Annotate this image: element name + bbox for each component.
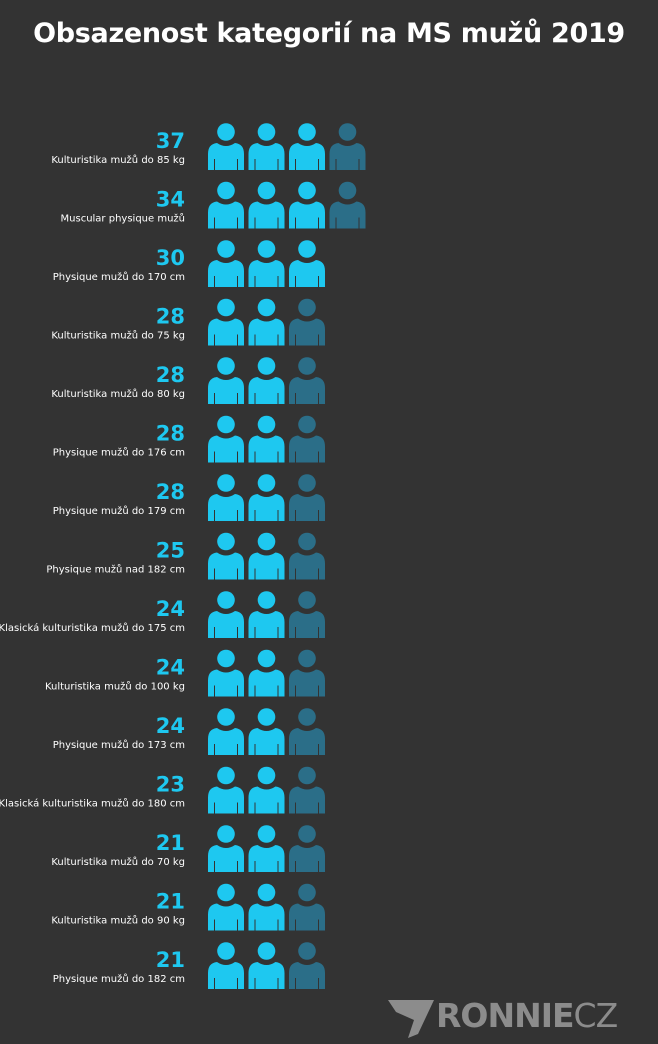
person-icon [208,649,244,697]
logo-suffix-text: CZ [573,996,619,1035]
category-label: Physique mužů do 182 cm [53,973,185,985]
person-icon [208,942,244,989]
person-icon [248,883,285,931]
person-icon [248,240,285,287]
value-label: 21 [156,831,185,855]
person-icon [329,181,366,229]
person-icon [289,649,325,697]
person-icon [248,123,285,170]
chart-title: Obsazenost kategorií na MS mužů 2019 [33,18,625,49]
category-label: Klasická kulturistika mužů do 180 cm [0,798,185,810]
value-label: 25 [156,539,185,563]
person-icon [248,474,285,521]
person-icon [208,181,244,229]
logo-arrow-icon [388,1000,434,1038]
person-icon [208,415,244,463]
person-icon [208,474,244,521]
value-label: 23 [156,773,185,797]
person-icon [289,708,325,755]
value-label: 28 [156,305,185,329]
value-label: 24 [156,597,185,621]
category-label: Muscular physique mužů [61,213,185,225]
logo-main-text: RONNIE [436,996,575,1035]
category-label: Physique mužů do 170 cm [53,271,185,283]
person-icon [289,532,325,580]
category-label: Physique mužů do 179 cm [53,505,185,517]
person-icon [208,883,244,931]
person-icon [289,415,325,463]
person-icon [248,708,285,755]
person-icon [289,591,325,638]
person-icon [248,357,285,404]
person-icon [289,181,325,229]
person-icon [248,942,285,989]
category-label: Kulturistika mužů do 90 kg [51,915,185,927]
person-icon [289,474,325,521]
person-icon [289,240,325,287]
value-label: 28 [156,480,185,504]
category-label: Kulturistika mužů do 100 kg [45,681,185,693]
person-icon [289,298,325,346]
person-icon [248,649,285,697]
person-icon [248,181,285,229]
person-icon [248,766,285,814]
person-icon [248,415,285,463]
person-icon [329,123,366,170]
category-label: Kulturistika mužů do 70 kg [51,856,185,868]
category-label: Kulturistika mužů do 75 kg [51,330,185,342]
person-icon [208,357,244,404]
category-label: Kulturistika mužů do 85 kg [51,154,185,166]
value-label: 34 [156,188,185,212]
person-icon [248,825,285,872]
person-icon [248,298,285,346]
person-icon [289,825,325,872]
value-label: 21 [156,948,185,972]
value-label: 28 [156,422,185,446]
person-icon [208,298,244,346]
person-icon [208,591,244,638]
category-label: Klasická kulturistika mužů do 175 cm [0,622,185,634]
category-label: Physique mužů nad 182 cm [46,564,185,576]
value-label: 24 [156,656,185,680]
category-label: Kulturistika mužů do 80 kg [51,388,185,400]
brand-logo: RONNIECZ [388,994,650,1040]
person-icon [208,708,244,755]
value-label: 30 [156,246,185,270]
value-label: 28 [156,363,185,387]
value-label: 24 [156,714,185,738]
person-icon [208,766,244,814]
person-icon [289,357,325,404]
value-label: 37 [156,129,185,153]
person-icon [208,825,244,872]
person-icon [208,240,244,287]
person-icon [208,532,244,580]
person-icon [289,942,325,989]
person-icon [248,532,285,580]
person-icon [289,766,325,814]
person-icon [208,123,244,170]
person-icon [289,123,325,170]
person-icon [289,883,325,931]
value-label: 21 [156,890,185,914]
category-label: Physique mužů do 176 cm [53,447,185,459]
category-label: Physique mužů do 173 cm [53,739,185,751]
person-icon [248,591,285,638]
